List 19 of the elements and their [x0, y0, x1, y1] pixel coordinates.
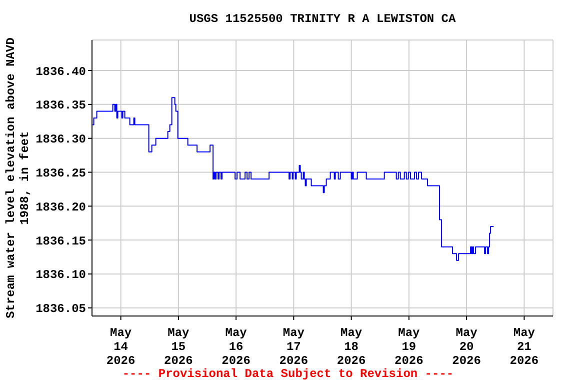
x-tick-label: May 14 2026 — [106, 326, 136, 368]
y-tick-label: 1836.10 — [36, 268, 86, 282]
y-tick-label: 1836.20 — [36, 200, 86, 214]
chart-title: USGS 11525500 TRINITY R A LEWISTON CA — [188, 12, 457, 26]
x-tick-label: May 18 2026 — [336, 326, 366, 368]
y-axis-title: Stream water level elevation above NAVD 1988, in feet — [4, 38, 32, 318]
x-tick-label: May 19 2026 — [394, 326, 424, 368]
x-tick-label: May 21 2026 — [510, 326, 539, 368]
y-tick-label: 1836.15 — [36, 234, 86, 248]
x-tick-label: May 17 2026 — [279, 326, 308, 368]
y-tick-label: 1836.25 — [36, 166, 86, 180]
x-tick-label: May 16 2026 — [222, 326, 250, 368]
y-tick-label: 1836.05 — [36, 302, 86, 316]
x-tick-label: May 15 2026 — [164, 326, 193, 368]
y-tick-label: 1836.40 — [36, 64, 86, 79]
text: ---- Provisional Data Subject to Revision ---- — [121, 367, 455, 381]
y-tick-label: 1836.35 — [36, 98, 86, 113]
x-tick-label: May 20 2026 — [452, 326, 481, 368]
y-tick-label: 1836.30 — [36, 132, 86, 147]
